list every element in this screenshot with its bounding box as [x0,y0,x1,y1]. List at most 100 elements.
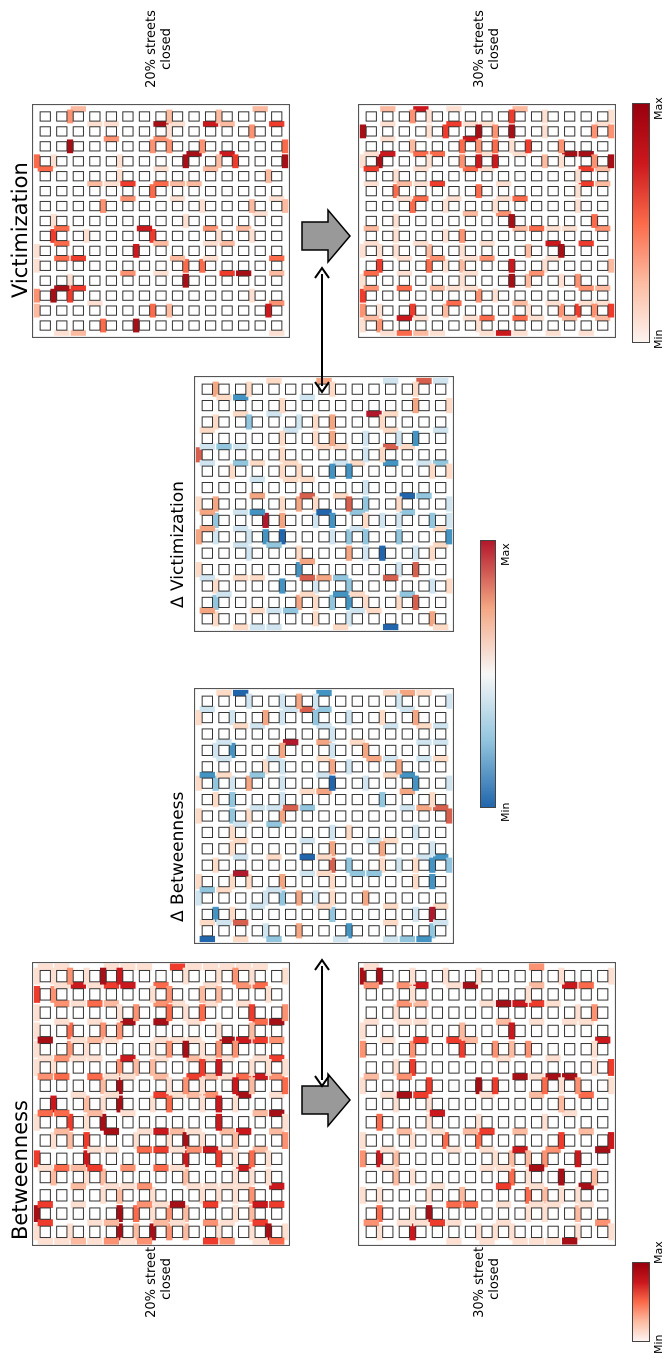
city-block [368,416,380,428]
street-segment [562,1237,578,1245]
delta-betweenness-label: Δ Betweenness [168,791,188,922]
street-segment [103,963,120,971]
city-block [418,925,430,937]
city-block [514,200,526,212]
street-segment [199,1004,206,1022]
street-segment [54,1237,70,1245]
city-block [238,260,250,271]
city-block [435,482,447,494]
street-segment [87,1164,103,1172]
city-block [155,141,167,152]
street-segment [116,1223,123,1241]
street-segment [212,381,219,397]
street-segment [279,447,286,463]
street-segment [413,1036,429,1044]
street-segment [149,1223,156,1241]
city-block [401,908,414,920]
city-block [418,744,430,756]
city-block [398,1024,410,1038]
city-block [418,596,430,608]
street-segment [446,981,462,989]
city-block [251,908,264,920]
street-segment [169,1146,186,1154]
street-segment [591,1059,598,1076]
city-block [415,1043,427,1056]
colorbar-diverging-min-label: Min [499,802,512,822]
city-block [580,1079,592,1092]
city-block [254,260,266,271]
city-block [122,1207,134,1220]
city-block [268,383,280,395]
city-block [204,260,217,271]
street-segment [412,710,419,726]
city-block [235,400,247,412]
street-segment [248,124,256,139]
city-block [285,580,297,592]
city-block [204,969,217,983]
city-block [218,810,230,822]
street-segment [392,184,400,199]
street-segment [329,890,336,906]
city-block [385,876,397,888]
street-segment [380,1036,396,1044]
city-block [72,171,84,182]
city-block [351,794,364,806]
city-block [448,230,460,242]
city-block [155,1116,167,1129]
city-block [431,1116,444,1129]
city-block [497,156,510,167]
street-segment [512,330,528,336]
city-block [251,449,264,461]
city-block [301,794,313,806]
street-segment [492,1077,499,1095]
city-block [254,141,266,152]
street-segment [508,258,515,273]
city-block [221,988,233,1001]
street-segment [149,1095,156,1113]
street-segment [558,139,565,154]
city-block [188,290,200,301]
street-grid [194,688,454,944]
city-block [385,465,397,477]
street-segment [269,1237,285,1245]
street-segment [345,710,353,726]
city-block [514,305,526,316]
street-segment [425,258,433,273]
city-block [235,925,247,937]
street-segment [219,1182,235,1190]
city-block [254,1225,266,1239]
city-block [235,712,247,724]
street-segment [459,154,466,169]
city-block [251,695,264,707]
city-block [201,449,213,461]
city-block [481,260,493,271]
street-segment [245,874,253,890]
street-segment [281,199,289,213]
street-segment [216,591,232,598]
street-segment [363,1073,379,1081]
street-segment [558,1186,565,1204]
city-block [530,1097,543,1111]
city-block [89,1079,101,1092]
street-segment [574,1150,582,1168]
street-segment [359,1077,367,1095]
city-block [481,1006,493,1019]
city-block [204,1170,217,1184]
city-block [351,728,364,740]
city-block [435,498,447,510]
city-block [238,230,250,242]
city-block [481,1207,493,1220]
city-block [365,1207,377,1220]
city-block [365,290,377,301]
city-block [398,1189,410,1202]
city-block [218,728,230,740]
street-segment [66,1040,74,1058]
street-segment [136,1200,153,1208]
city-block [204,1097,217,1111]
city-block [335,514,347,526]
street-segment [607,1223,615,1241]
street-segment [591,1168,598,1186]
street-segment [396,180,412,187]
street-segment [249,722,266,729]
city-block [201,925,213,937]
